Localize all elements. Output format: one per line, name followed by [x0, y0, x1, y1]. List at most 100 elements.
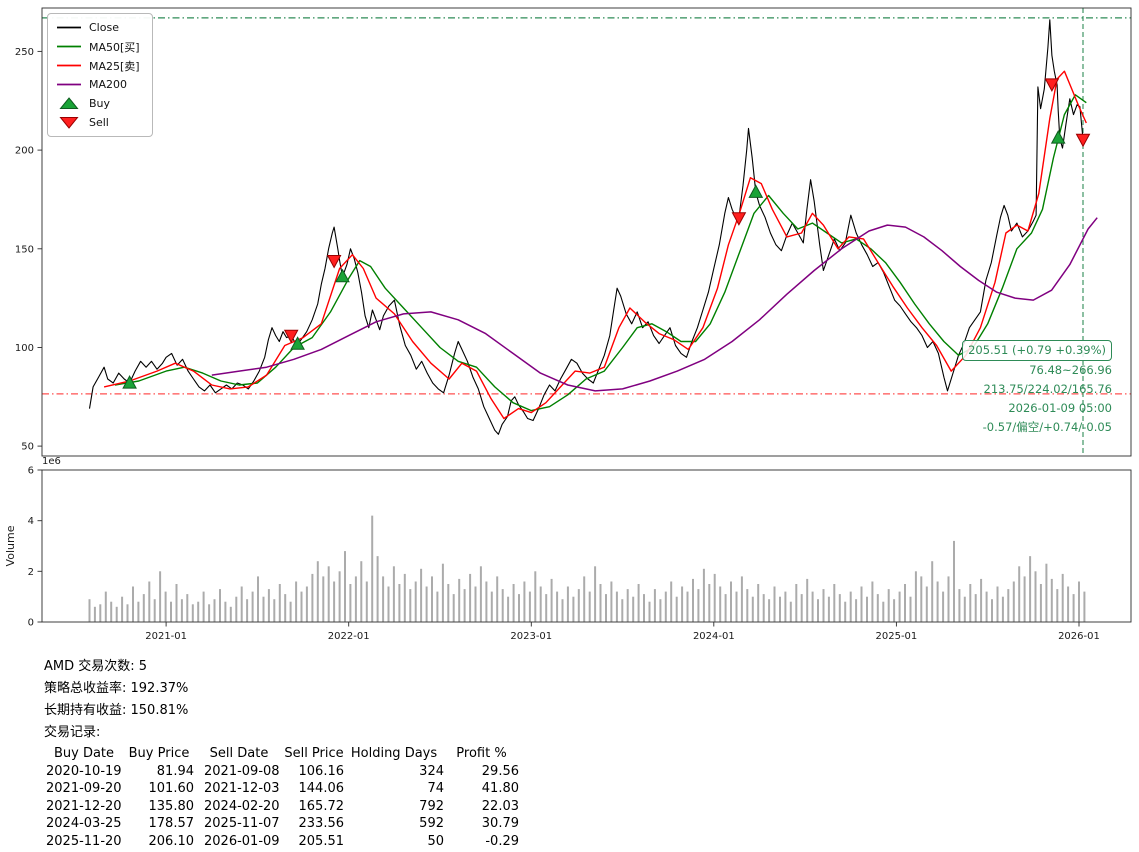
- volume-tick-label: 0: [28, 618, 34, 629]
- trade-cell: 2021-09-20: [46, 781, 122, 796]
- trade-cell: 206.10: [148, 833, 195, 849]
- last-price-badge: 205.51 (+0.79 +0.39%): [962, 340, 1112, 361]
- sell-marker: [283, 329, 299, 344]
- trade-row: 2021-12-20 135.80 2024-02-20 165.72 792 22.03: [44, 798, 519, 816]
- trade-table-body: 2020-10-19 81.94 2021-09-08 106.16 324 29.56 2…: [44, 763, 519, 851]
- trade-cell: 101.60: [148, 781, 195, 796]
- trade-cell: 2020-10-19: [46, 763, 122, 779]
- x-tick-label: 2021-01: [145, 631, 187, 642]
- header-sell-date: Sell Date: [209, 746, 269, 761]
- trade-cell: 324: [419, 763, 444, 779]
- header-buy-date: Buy Date: [53, 746, 115, 761]
- annotation-line-ma-values: 213.75/224.02/165.76: [983, 382, 1112, 396]
- legend-item-sell: Sell: [56, 115, 140, 130]
- summary-trade-count: AMD 交易次数: 5: [44, 659, 148, 674]
- legend-line-swatch: [57, 83, 81, 86]
- legend-label: Sell: [89, 116, 109, 129]
- annotation-line-signal: -0.57/偏空/+0.74/-0.05: [982, 420, 1112, 434]
- annotation-line-last-price: 205.51 (+0.79 +0.39%): [962, 340, 1112, 361]
- price-tick-label: 50: [21, 442, 34, 453]
- trade-row: 2025-11-20 206.10 2026-01-09 205.51 50 -0.29: [44, 833, 519, 851]
- series-ma200-line: [211, 217, 1098, 392]
- legend-label: MA25[卖]: [89, 59, 140, 73]
- annotation-line-range: 76.48~266.96: [1029, 363, 1112, 377]
- x-tick-label: 2024-01: [693, 631, 735, 642]
- trade-cell: 2024-02-20: [204, 798, 280, 814]
- chart-legend: Close MA50[买] MA25[卖] MA200 Buy Sell: [47, 13, 153, 137]
- buy-marker: [122, 375, 137, 389]
- trade-cell: 41.80: [481, 781, 519, 796]
- trade-cell: 2021-12-03: [204, 781, 280, 796]
- trade-cell: 2021-09-08: [204, 763, 280, 779]
- trade-cell: 81.94: [156, 763, 194, 779]
- summary-strategy-return: 策略总收益率: 192.37%: [44, 681, 189, 696]
- summary-hold-return: 长期持有收益: 150.81%: [44, 703, 189, 718]
- trade-cell: 106.16: [298, 763, 345, 779]
- trade-table-header: Buy Date Buy Price Sell Date Sell Price …: [44, 745, 519, 763]
- legend-line-swatch: [57, 64, 81, 67]
- price-tick-label: 200: [15, 146, 34, 157]
- trade-cell: 233.56: [298, 816, 345, 831]
- x-tick-label: 2025-01: [876, 631, 918, 642]
- header-buy-price: Buy Price: [128, 746, 190, 761]
- price-tick-label: 100: [15, 343, 34, 354]
- sell-marker: [1044, 78, 1060, 92]
- legend-item-ma50: MA50[买]: [56, 39, 140, 54]
- annotation-line-datetime: 2026-01-09 05:00: [1008, 401, 1112, 415]
- trade-cell: 135.80: [148, 798, 195, 814]
- strategy-summary: AMD 交易次数: 5 策略总收益率: 192.37% 长期持有收益: 150.…: [44, 656, 519, 850]
- trade-cell: 178.57: [148, 816, 195, 831]
- trade-cell: 2021-12-20: [46, 798, 122, 814]
- trade-cell: 2026-01-09: [204, 833, 280, 849]
- header-holding-days: Holding Days: [350, 746, 438, 761]
- volume-offset-label: 1e6: [42, 456, 61, 467]
- legend-line-swatch: [57, 26, 81, 29]
- x-tick-label: 2022-01: [328, 631, 370, 642]
- trade-row: 2024-03-25 178.57 2025-11-07 233.56 592 30.79: [44, 815, 519, 833]
- legend-triangle-down-icon: [59, 117, 79, 129]
- trade-cell: 205.51: [298, 833, 345, 849]
- sell-marker: [731, 212, 747, 226]
- buy-marker: [748, 184, 764, 198]
- sell-marker: [326, 255, 342, 269]
- header-sell-price: Sell Price: [284, 746, 344, 761]
- volume-axis-title: Volume: [4, 525, 17, 566]
- legend-triangle-up-icon: [59, 97, 79, 109]
- x-tick-label: 2026-01: [1058, 631, 1100, 642]
- trade-cell: 165.72: [298, 798, 345, 814]
- x-tick-label: 2023-01: [510, 631, 552, 642]
- trade-cell: 2024-03-25: [46, 816, 122, 831]
- price-plot-border: [41, 7, 1132, 457]
- legend-label: MA50[买]: [89, 40, 140, 54]
- trade-cell: 144.06: [298, 781, 345, 796]
- trade-row: 2021-09-20 101.60 2021-12-03 144.06 74 41.80: [44, 780, 519, 798]
- sell-marker: [1075, 133, 1091, 148]
- trade-cell: 50: [427, 833, 444, 849]
- trade-cell: 2025-11-07: [204, 816, 280, 831]
- price-tick-label: 250: [15, 47, 34, 58]
- volume-plot-area: [42, 470, 1131, 622]
- price-volume-chart: 50 100 150 200 250 0 2 4 6 1e6 Volume 2021-01 2022-0…: [4, 7, 1132, 642]
- legend-item-ma25: MA25[卖]: [56, 58, 140, 73]
- volume-tick-label: 2: [28, 567, 34, 578]
- trade-cell: 792: [419, 798, 444, 814]
- series-close-line: [88, 19, 1085, 435]
- legend-label: Buy: [89, 97, 111, 110]
- volume-tick-label: 6: [28, 466, 34, 477]
- trade-cell: 2025-11-20: [46, 833, 122, 849]
- series-ma50-line: [114, 94, 1087, 412]
- price-tick-label: 150: [15, 244, 34, 255]
- buy-marker: [290, 336, 305, 350]
- volume-plot-border: [41, 469, 1132, 623]
- header-profit-pct: Profit %: [456, 746, 507, 761]
- trade-row: 2020-10-19 81.94 2021-09-08 106.16 324 29.56: [44, 763, 519, 781]
- trade-cell: 30.79: [481, 816, 519, 831]
- legend-item-ma200: MA200: [56, 77, 140, 92]
- trade-cell: 592: [419, 816, 444, 831]
- legend-label: Close: [89, 21, 119, 34]
- summary-trade-log-title: 交易记录:: [44, 725, 101, 740]
- legend-item-buy: Buy: [56, 96, 140, 111]
- trade-cell: 29.56: [481, 763, 519, 779]
- legend-label: MA200: [89, 78, 128, 91]
